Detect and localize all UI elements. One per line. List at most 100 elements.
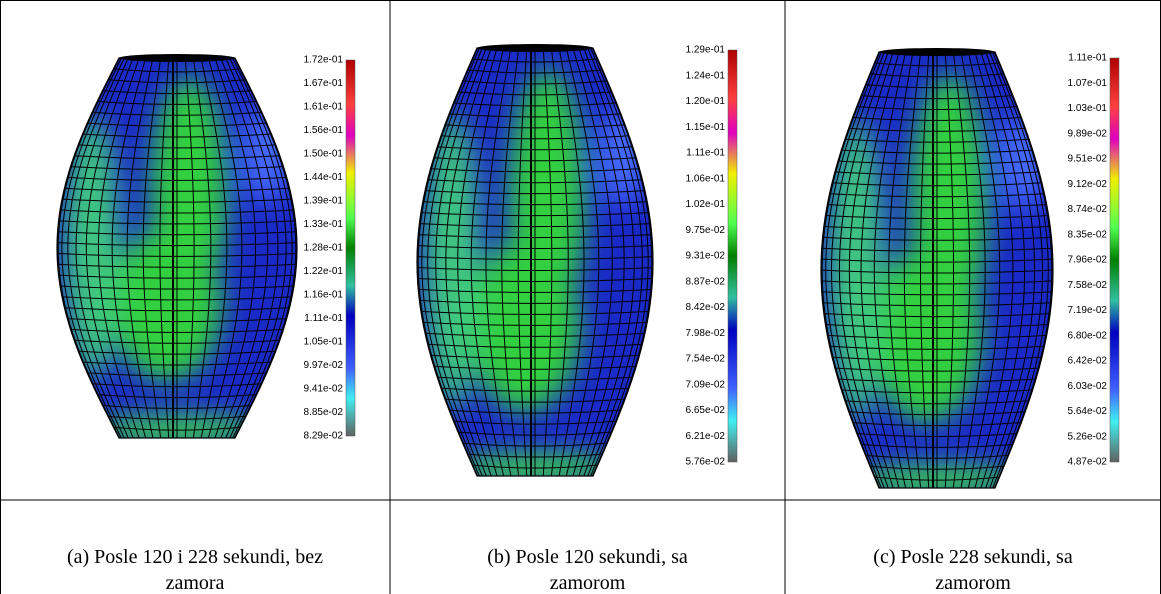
mesh-column (989, 52, 1044, 488)
colorbar-label: 1.03e-01 (1068, 103, 1108, 114)
colorbar-label: 6.03e-02 (1068, 381, 1108, 392)
mesh-column (830, 52, 885, 488)
mesh-column (142, 58, 162, 438)
mesh-column (61, 58, 122, 438)
colorbar-label: 1.05e-01 (304, 337, 344, 348)
mesh-column (591, 48, 653, 476)
mesh-column (517, 48, 528, 476)
colorbar-label: 1.39e-01 (304, 196, 344, 207)
mesh-column (590, 48, 649, 476)
mesh-column (952, 52, 971, 488)
mesh-column (980, 52, 1026, 488)
vase-fill (417, 48, 653, 476)
mesh-column (427, 48, 483, 476)
colorbar (727, 49, 738, 463)
colorbar-label: 7.19e-02 (1068, 305, 1108, 316)
mesh-column (111, 58, 147, 438)
colorbar-label: 1.72e-01 (304, 55, 344, 66)
mesh-column (888, 52, 914, 488)
vase-top (879, 48, 995, 56)
mesh-column (848, 52, 894, 488)
colorbar-label: 1.07e-01 (1068, 78, 1108, 89)
colorbar-label: 8.29e-02 (304, 431, 344, 442)
mesh-column (200, 58, 228, 438)
vase-contours (828, 73, 1045, 488)
mesh-column (825, 52, 882, 488)
colorbar-label: 1.15e-01 (686, 122, 726, 133)
caption: (b) Posle 120 sekundi, sa zamorom (487, 546, 688, 594)
vase-fill (57, 58, 297, 438)
colorbar-label: 7.96e-02 (1068, 255, 1108, 266)
colorbar-label: 6.65e-02 (686, 405, 726, 416)
colorbar-label: 8.35e-02 (1068, 229, 1108, 240)
mesh-column (159, 58, 170, 438)
colorbar-label: 9.12e-02 (1068, 179, 1108, 190)
colorbar-label: 5.26e-02 (1068, 431, 1108, 442)
mesh-column (67, 58, 125, 438)
contour (872, 248, 982, 423)
vase-plot: 1.29e-01 1.24e-01 1.20e-01 1.15e-01 1.11e-01… (416, 44, 738, 477)
colorbar-label: 6.80e-02 (1068, 330, 1108, 341)
mesh-column (232, 58, 293, 438)
mesh-column (417, 48, 479, 476)
mesh-column (229, 58, 287, 438)
mesh-column (587, 48, 643, 476)
colorbar-label: 9.31e-02 (686, 251, 726, 262)
contour (245, 103, 289, 203)
contour (64, 115, 120, 381)
mesh-column (542, 48, 553, 476)
contour (828, 117, 884, 423)
colorbar-label: 1.22e-01 (304, 266, 344, 277)
mesh-column (960, 52, 986, 488)
mesh-column (501, 48, 520, 476)
mesh-column (126, 58, 154, 438)
colorbar-label: 1.44e-01 (304, 172, 344, 183)
mesh-column (992, 52, 1049, 488)
mesh-column (919, 52, 930, 488)
colorbar-label: 9.97e-02 (304, 360, 344, 371)
vase-edge (416, 47, 654, 477)
colorbar-label: 9.41e-02 (304, 384, 344, 395)
colorbar-label: 4.87e-02 (1068, 457, 1108, 468)
mesh-column (967, 52, 1001, 488)
mesh-column (85, 58, 134, 438)
colorbar-label: 1.28e-01 (304, 243, 344, 254)
colorbar-label: 8.42e-02 (686, 302, 726, 313)
vase-top (477, 44, 593, 52)
colorbar-label: 8.87e-02 (686, 276, 726, 287)
mesh-column (974, 52, 1014, 488)
colorbar (345, 59, 356, 437)
mesh-column (75, 58, 129, 438)
colorbar-label: 9.89e-02 (1068, 128, 1108, 139)
colorbar-label: 6.21e-02 (686, 431, 726, 442)
colorbar-label: 1.06e-01 (686, 173, 726, 184)
vase-fill (821, 52, 1053, 488)
mesh-column (578, 48, 625, 476)
contour (424, 112, 480, 412)
colorbar-label: 1.02e-01 (686, 199, 726, 210)
mesh-column (445, 48, 492, 476)
mesh-column (873, 52, 907, 488)
mesh-column (903, 52, 922, 488)
colorbar-label: 5.76e-02 (686, 457, 726, 468)
colorbar-label: 1.29e-01 (686, 45, 726, 56)
colorbar-label: 5.64e-02 (1068, 406, 1108, 417)
mesh-column (192, 58, 212, 438)
colorbar-label: 7.58e-02 (1068, 280, 1108, 291)
colorbar-label: 1.16e-01 (304, 290, 344, 301)
mesh-column (97, 58, 140, 438)
vase-plot: 1.11e-01 1.07e-01 1.03e-01 9.89e-02 9.51e-02… (820, 48, 1120, 489)
mesh-column (860, 52, 900, 488)
vase-mesh (417, 48, 653, 476)
mesh-column (558, 48, 585, 476)
mesh-column (821, 52, 881, 488)
vase-edge (820, 51, 1054, 489)
colorbar-label: 1.56e-01 (304, 125, 344, 136)
mesh-column (550, 48, 569, 476)
mesh-column (993, 52, 1053, 488)
mesh-column (207, 58, 243, 438)
mesh-column (225, 58, 279, 438)
colorbar-label: 1.67e-01 (304, 78, 344, 89)
